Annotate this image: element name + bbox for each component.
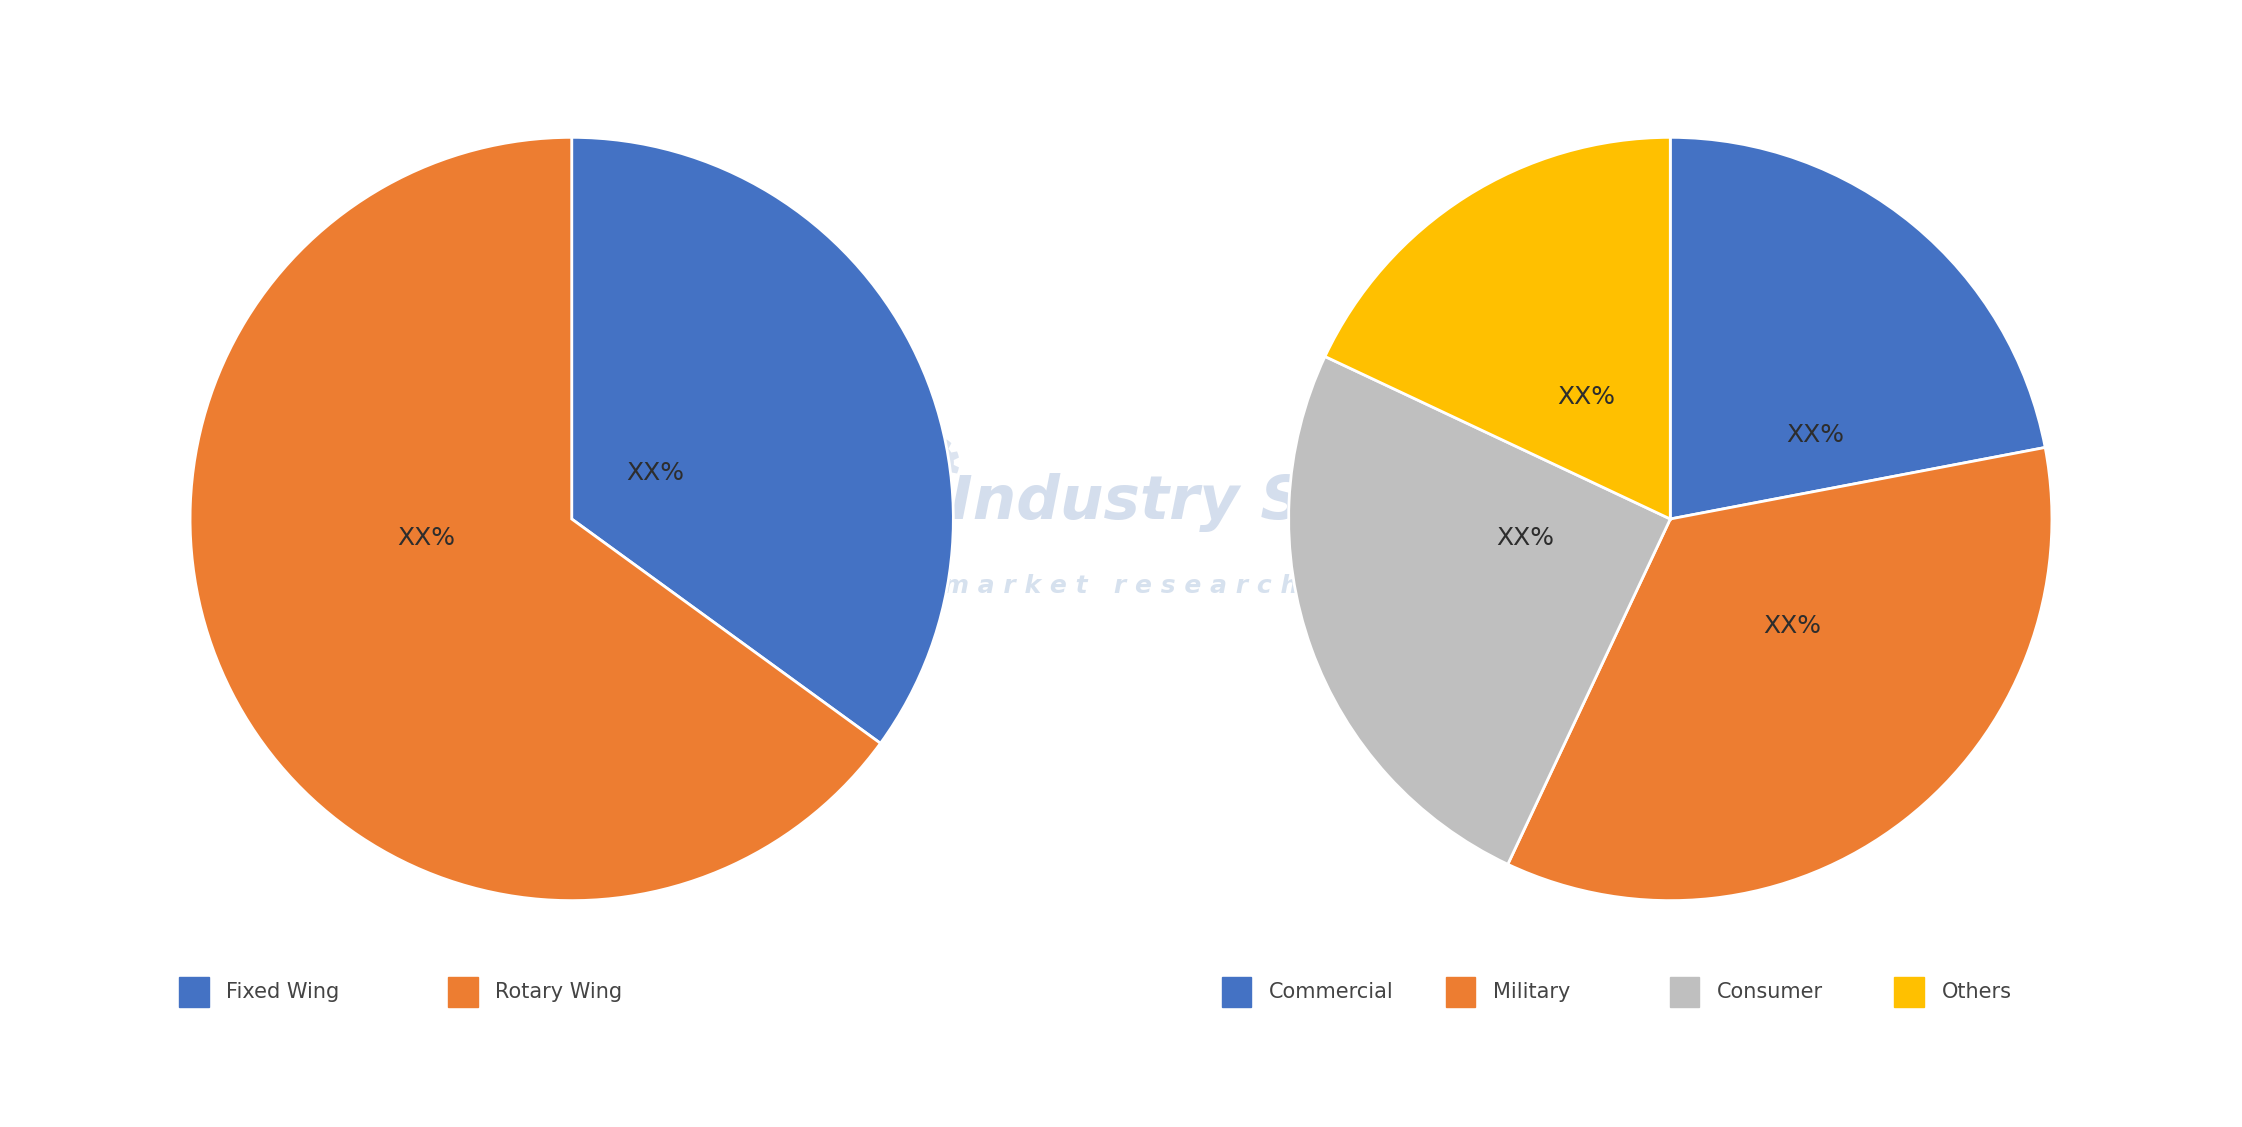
Wedge shape [1670, 137, 2045, 520]
Wedge shape [191, 137, 881, 900]
Text: XX%: XX% [628, 461, 684, 486]
Text: Fixed Wing: Fixed Wing [226, 983, 341, 1002]
Bar [179, 977, 209, 1008]
Bar [1894, 977, 1924, 1008]
Bar [1222, 977, 1251, 1008]
Text: ⚙: ⚙ [901, 434, 964, 503]
Text: Source: Theindustrystats Analysis: Source: Theindustrystats Analysis [27, 1077, 401, 1095]
Bar [1670, 977, 1699, 1008]
Text: XX%: XX% [1495, 526, 1554, 550]
Wedge shape [1509, 447, 2051, 900]
Text: The Industry Stats: The Industry Stats [803, 472, 1439, 532]
Text: Military: Military [1493, 983, 1572, 1002]
Text: Fig. Global Unmanned Aircraft Systems (UAS) Market Share by Product Types & Appl: Fig. Global Unmanned Aircraft Systems (U… [29, 36, 1534, 63]
Text: Email: sales@theindustrystats.com: Email: sales@theindustrystats.com [928, 1077, 1314, 1095]
Wedge shape [1289, 356, 1670, 864]
Text: Rotary Wing: Rotary Wing [495, 983, 623, 1002]
Text: XX%: XX% [397, 526, 455, 550]
Text: Commercial: Commercial [1269, 983, 1395, 1002]
Text: XX%: XX% [1787, 423, 1845, 447]
Wedge shape [1325, 137, 1670, 520]
Text: XX%: XX% [1558, 384, 1614, 409]
Bar [1446, 977, 1475, 1008]
Text: Others: Others [1942, 983, 2011, 1002]
Text: Consumer: Consumer [1717, 983, 1823, 1002]
Text: Website: www.theindustrystats.com: Website: www.theindustrystats.com [1816, 1077, 2215, 1095]
Text: m a r k e t   r e s e a r c h: m a r k e t r e s e a r c h [944, 574, 1298, 598]
Bar [448, 977, 478, 1008]
Text: XX%: XX% [1764, 614, 1821, 638]
Wedge shape [572, 137, 953, 744]
